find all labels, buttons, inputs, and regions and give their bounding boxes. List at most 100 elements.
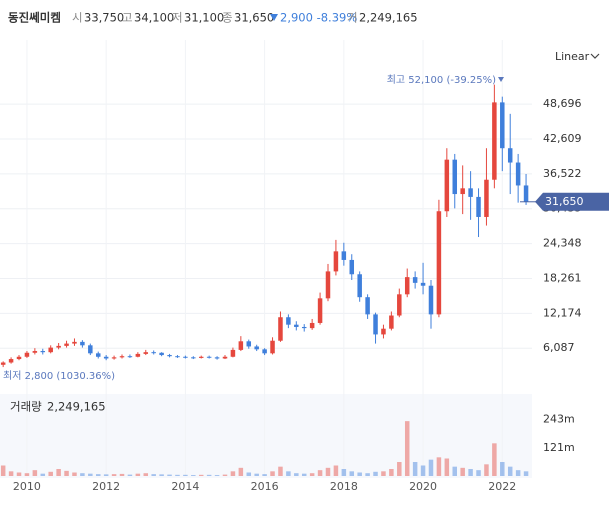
- volume-bar: [159, 474, 164, 476]
- volume-bar: [32, 470, 38, 476]
- candle-body: [476, 196, 481, 217]
- candle-body: [420, 282, 426, 286]
- candle-body: [56, 345, 61, 348]
- volume-bar: [357, 472, 362, 476]
- candle-body: [175, 356, 180, 358]
- volume-bar: [468, 468, 473, 476]
- candle-body: [246, 341, 252, 347]
- volume-bar: [111, 474, 117, 476]
- candle-body: [103, 356, 109, 359]
- candle-body: [254, 346, 259, 350]
- candle-body: [404, 277, 410, 295]
- volume-title-value: 2,249,165: [47, 400, 106, 414]
- volume-bar: [103, 474, 109, 476]
- volume-bar: [246, 472, 252, 476]
- candle-body: [143, 352, 149, 354]
- candle-body: [436, 211, 442, 315]
- candle-body: [468, 188, 473, 197]
- candle-body: [397, 294, 402, 316]
- candle-body: [238, 341, 244, 350]
- change-value: 2,900 -8.39%: [280, 11, 357, 25]
- low-value: 31,100: [184, 11, 224, 25]
- candle-body: [119, 356, 125, 358]
- x-tick-label: 2014: [171, 480, 199, 493]
- volume-bar: [476, 470, 481, 476]
- stock-name: 동진쎄미켐: [8, 11, 61, 25]
- volume-bar: [119, 473, 125, 476]
- candle-body: [191, 357, 196, 359]
- volume-bar: [420, 465, 426, 476]
- candle-body: [507, 148, 513, 163]
- volume-bar: [206, 474, 212, 476]
- volume-bar: [56, 468, 61, 476]
- x-tick-label: 2010: [13, 480, 41, 493]
- min-annotation: 최저 2,800 (1030.36%): [3, 370, 115, 382]
- volume-bar: [349, 471, 355, 476]
- candle-body: [444, 159, 450, 212]
- candle-body: [198, 356, 204, 358]
- dropdown-chevron[interactable]: [590, 53, 600, 59]
- open-value: 33,750: [84, 11, 124, 25]
- volume-bar: [286, 471, 291, 476]
- volume-bar: [333, 465, 339, 476]
- volume-bar: [0, 465, 6, 476]
- volume-bar: [88, 473, 93, 476]
- candle-body: [48, 347, 53, 353]
- candle-body: [381, 328, 386, 335]
- candle-body: [8, 359, 14, 363]
- volume-bar: [507, 466, 513, 476]
- candle-body: [16, 356, 22, 360]
- last-price-tag: [535, 192, 609, 211]
- candle-body: [309, 322, 315, 329]
- volume-bar: [80, 473, 85, 476]
- candle-body: [32, 351, 38, 353]
- volume-bar: [325, 467, 331, 476]
- volume-bar: [183, 474, 188, 476]
- volume-bar: [24, 473, 30, 476]
- candle-body: [0, 362, 6, 365]
- candle-body: [492, 102, 497, 180]
- candle-body: [317, 298, 323, 323]
- volume-label: 거: [347, 11, 358, 25]
- volume-bar: [135, 473, 141, 476]
- candle-body: [64, 343, 69, 346]
- volume-bar: [389, 468, 394, 476]
- volume-bar: [95, 474, 101, 476]
- candle-body: [389, 315, 394, 329]
- y-tick-label: 48,696: [543, 97, 582, 110]
- volume-bar: [72, 472, 77, 476]
- volume-bar: [175, 474, 180, 476]
- y-tick-label: 36,522: [543, 167, 582, 180]
- candle-body: [278, 317, 283, 341]
- x-tick-label: 2020: [409, 480, 437, 493]
- candle-body: [127, 356, 133, 358]
- candle-body: [40, 351, 46, 353]
- y-tick-label: 6,087: [543, 341, 575, 354]
- volume-bar: [317, 470, 323, 476]
- candle-body: [294, 324, 299, 327]
- y-tick-label: 12,174: [543, 306, 582, 319]
- candle-body: [206, 356, 212, 358]
- volume-bar: [254, 473, 259, 476]
- candle-body: [80, 341, 85, 346]
- candle-body: [333, 251, 339, 272]
- candle-body: [167, 355, 172, 357]
- volume-bar: [222, 474, 228, 476]
- volume-bar: [436, 457, 442, 476]
- volume-tick-label: 121m: [543, 441, 575, 454]
- volume-bar: [523, 471, 529, 476]
- scale-selector[interactable]: Linear: [555, 50, 590, 63]
- volume-bar: [412, 461, 418, 476]
- volume-bar: [151, 474, 156, 476]
- volume-tick-label: 243m: [543, 412, 575, 425]
- volume-bar: [191, 475, 196, 476]
- candle-body: [151, 352, 156, 354]
- volume-bar: [404, 421, 410, 476]
- candle-body: [357, 274, 362, 298]
- volume-bar: [381, 471, 386, 476]
- candle-body: [500, 102, 505, 149]
- candle-body: [270, 340, 275, 354]
- volume-bar: [48, 471, 53, 476]
- candle-body: [412, 277, 418, 283]
